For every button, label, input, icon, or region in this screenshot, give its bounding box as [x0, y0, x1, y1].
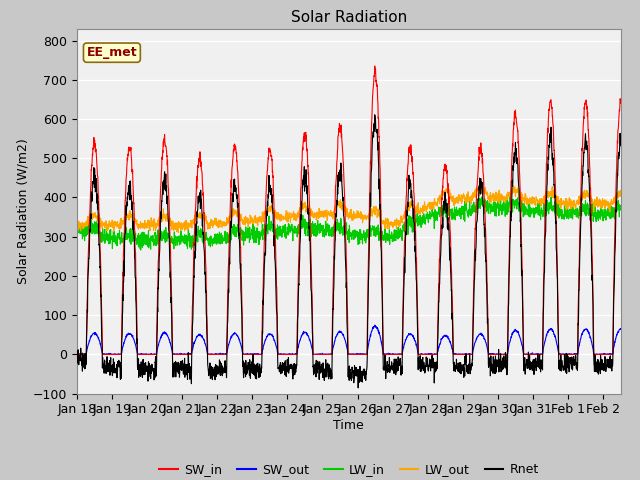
Title: Solar Radiation: Solar Radiation: [291, 10, 407, 25]
X-axis label: Time: Time: [333, 419, 364, 432]
Legend: SW_in, SW_out, LW_in, LW_out, Rnet: SW_in, SW_out, LW_in, LW_out, Rnet: [154, 458, 544, 480]
Text: EE_met: EE_met: [86, 46, 137, 59]
Y-axis label: Solar Radiation (W/m2): Solar Radiation (W/m2): [17, 138, 30, 284]
